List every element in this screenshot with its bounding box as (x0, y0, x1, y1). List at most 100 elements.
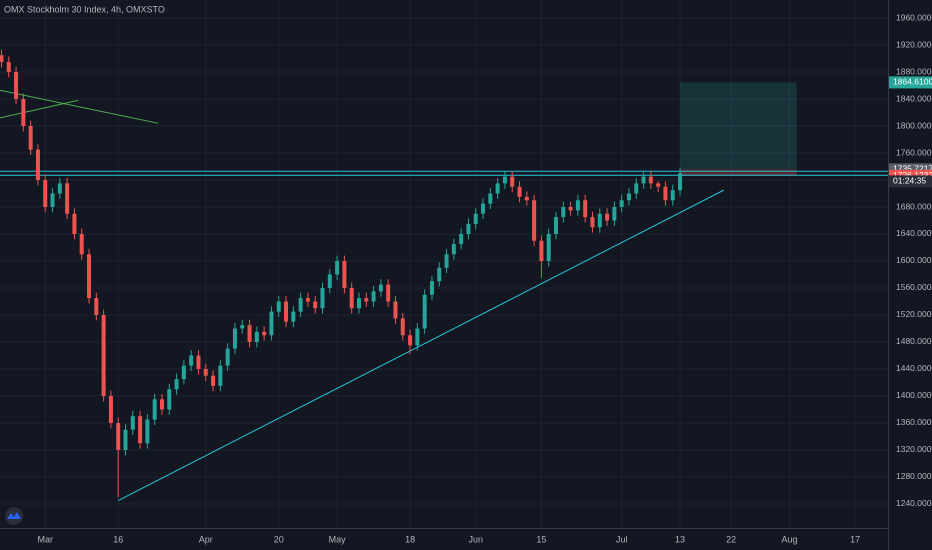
x-tick-label: 16 (113, 534, 123, 544)
candle-body (225, 348, 230, 366)
candle-body (393, 301, 398, 319)
candle-body (87, 254, 92, 299)
candle-body (444, 254, 449, 268)
candle-body (641, 176, 646, 184)
candle-body (422, 294, 427, 329)
drawn-line (0, 89, 159, 124)
countdown-tag (889, 175, 932, 188)
candle-body (28, 126, 33, 150)
x-tick-label: Apr (199, 534, 213, 544)
y-tick-label: 1760.0000 (896, 147, 932, 157)
candle-body (72, 213, 77, 234)
candle-body (108, 395, 113, 423)
candle-body (532, 200, 537, 241)
candle-body (218, 365, 223, 386)
candle-body (0, 55, 4, 62)
axes: 1240.0000 1280.0000 1320.0000 1360.0000 1400… (37, 12, 932, 544)
candle-body (371, 291, 376, 302)
candle-body (313, 301, 318, 309)
price-tag (889, 76, 932, 89)
candle-body (466, 223, 471, 234)
y-tick-label: 1840.0000 (896, 93, 932, 103)
y-tick-label: 1400.0000 (896, 390, 932, 400)
candle-body (262, 331, 267, 336)
candle-body (211, 375, 216, 386)
candle-body (356, 298, 361, 309)
candle-body (145, 419, 150, 444)
candle-body (524, 196, 529, 201)
candle-body (656, 183, 661, 187)
price-tag-label: 1726.1232 (893, 170, 932, 180)
candle-body (174, 379, 179, 390)
target-zone (680, 82, 797, 170)
candle-body (364, 298, 369, 302)
candle-body (254, 331, 259, 342)
candle-body (429, 281, 434, 295)
candle-body (181, 365, 186, 380)
x-tick-label: May (329, 534, 347, 544)
x-tick-label: Mar (37, 534, 53, 544)
candle-body (130, 416, 135, 430)
drawn-line (0, 99, 79, 119)
y-tick-label: 1320.0000 (896, 444, 932, 454)
candle-body (546, 233, 551, 261)
candle-body (94, 298, 99, 315)
y-tick-label: 1360.0000 (896, 417, 932, 427)
candle-body (203, 368, 208, 376)
y-tick-label: 1680.0000 (896, 201, 932, 211)
y-tick-label: 1920.0000 (896, 39, 932, 49)
candle-body (605, 213, 610, 221)
candle-body (269, 311, 274, 336)
y-tick-label: 1880.0000 (896, 66, 932, 76)
candle-body (400, 318, 405, 336)
candle-body (342, 260, 347, 288)
candle-body (152, 399, 157, 420)
candle-body (670, 190, 675, 201)
y-tick-label: 1440.0000 (896, 363, 932, 373)
candle-body (561, 207, 566, 218)
logo[interactable] (5, 507, 23, 525)
candle-body (597, 213, 602, 228)
grid (0, 0, 888, 528)
candle-body (473, 213, 478, 224)
candle-body (488, 193, 493, 204)
candle-body (663, 186, 668, 201)
stop-zone (680, 169, 797, 176)
candle-body (554, 217, 559, 234)
candle-body (678, 173, 683, 191)
candle-body (298, 298, 303, 312)
price-tag-label: 1735.7217 (893, 164, 932, 174)
candle-body (291, 311, 296, 322)
y-tick-label: 1520.0000 (896, 309, 932, 319)
candle-body (14, 72, 19, 100)
price-tag-label: 1864.6100 (893, 77, 932, 87)
candle-body (408, 335, 413, 346)
x-tick-label: 15 (536, 534, 546, 544)
candle-body (189, 355, 194, 366)
x-tick-label: 18 (405, 534, 415, 544)
candle-body (517, 186, 522, 197)
candle-body (247, 325, 252, 342)
candle-body (167, 389, 172, 410)
candle-body (590, 217, 595, 228)
plot (0, 49, 888, 502)
y-tick-label: 1480.0000 (896, 336, 932, 346)
candle-body (415, 328, 420, 346)
candle-body (568, 207, 573, 211)
y-tick-label: 1600.0000 (896, 255, 932, 265)
candle-body (386, 284, 391, 302)
candle-body (619, 200, 624, 208)
chart-title: OMX Stockholm 30 Index, 4h, OMXSTO (4, 4, 165, 14)
candle-body (276, 301, 281, 312)
candle-body (101, 314, 106, 396)
logo-icon (7, 512, 21, 519)
candle-body (502, 176, 507, 184)
candle-body (349, 287, 354, 309)
x-tick-label: Aug (781, 534, 797, 544)
candle-body (240, 325, 245, 329)
x-tick-label: 22 (726, 534, 736, 544)
y-tick-label: 1240.0000 (896, 498, 932, 508)
